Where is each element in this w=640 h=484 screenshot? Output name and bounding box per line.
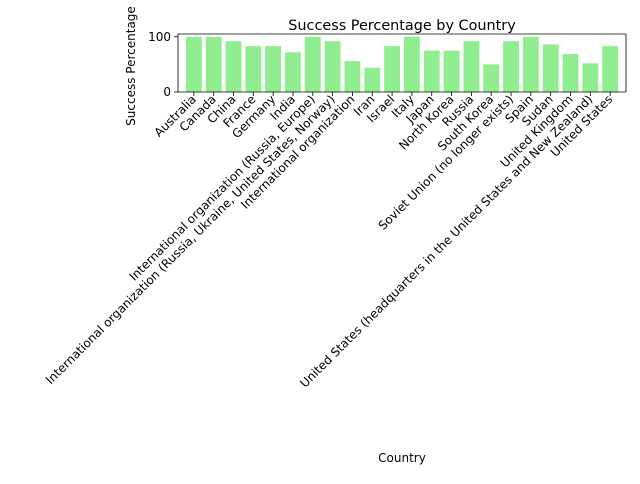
bar-12 (423, 50, 440, 92)
bar-11 (403, 36, 420, 92)
bar-14 (463, 41, 480, 92)
bar-21 (602, 46, 619, 92)
bar-4 (265, 46, 282, 92)
bar-3 (245, 46, 262, 92)
x-axis-label: Country (378, 451, 426, 465)
bar-6 (304, 36, 321, 92)
bar-13 (443, 50, 460, 92)
bar-8 (344, 61, 361, 92)
bar-20 (582, 63, 599, 92)
bar-0 (185, 36, 202, 92)
y-tick-label-0: 0 (163, 85, 171, 99)
chart-title: Success Percentage by Country (288, 18, 516, 34)
bar-19 (562, 53, 579, 92)
y-axis-label: Success Percentage (124, 6, 138, 126)
bar-9 (364, 67, 381, 92)
bar-18 (542, 44, 559, 92)
bar-10 (384, 46, 401, 92)
bar-17 (522, 36, 539, 92)
bar-16 (503, 41, 519, 92)
y-tick-label-1: 100 (148, 30, 171, 44)
x-ticks: AustraliaCanadaChinaFranceGermanyIndiaIn… (43, 92, 615, 390)
x-tick-label-7: International organization (Russia, Ukra… (43, 92, 338, 387)
bar-2 (225, 41, 242, 92)
bar-1 (205, 36, 222, 92)
axes-layer (177, 33, 627, 93)
bars-layer (185, 36, 619, 92)
bar-5 (285, 52, 301, 92)
bar-7 (324, 41, 341, 92)
bar-15 (483, 64, 500, 92)
y-ticks: 0 100 (148, 30, 178, 99)
